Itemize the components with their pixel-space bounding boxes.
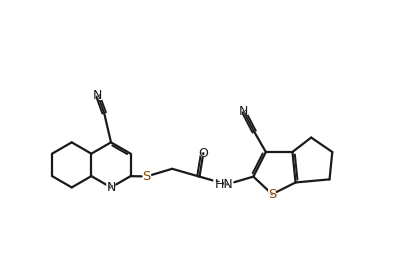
Text: S: S: [267, 187, 278, 202]
Text: HN: HN: [212, 177, 235, 191]
Text: N: N: [93, 89, 102, 102]
Text: S: S: [142, 170, 151, 183]
Text: O: O: [197, 146, 209, 160]
Text: S: S: [142, 169, 152, 184]
Text: N: N: [238, 104, 249, 118]
Text: HN: HN: [214, 178, 233, 191]
Text: N: N: [239, 105, 248, 118]
Text: N: N: [105, 181, 117, 194]
Text: S: S: [268, 188, 276, 201]
Text: O: O: [198, 147, 208, 160]
Text: N: N: [106, 181, 116, 194]
Text: N: N: [92, 89, 104, 103]
